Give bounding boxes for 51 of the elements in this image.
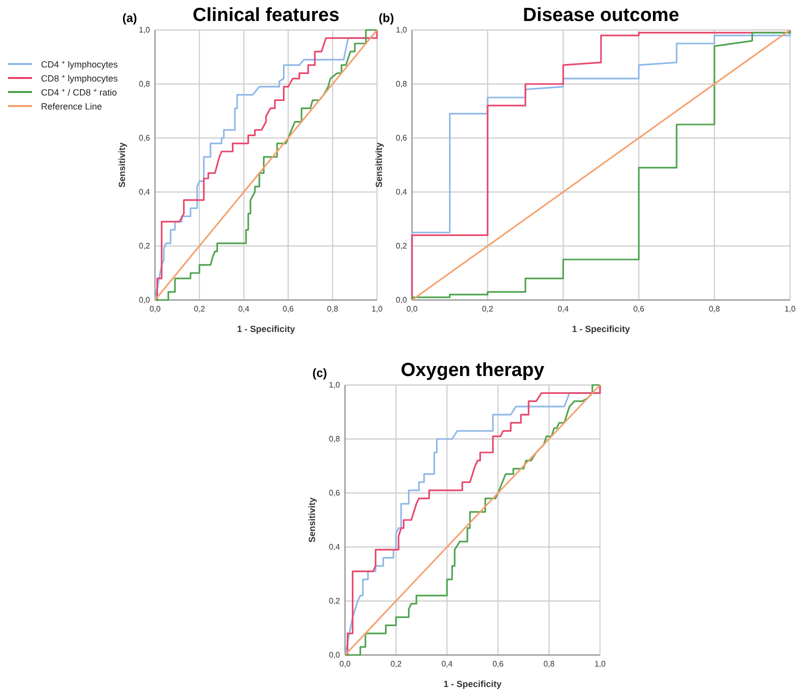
x-tick-label: 0,0 xyxy=(339,660,352,669)
legend-label: CD4 $^{+}$ lymphocytes xyxy=(41,59,118,70)
y-tick-label: 0,0 xyxy=(396,296,408,305)
x-axis-title: 1 - Specificity xyxy=(443,679,502,689)
x-tick-label: 0,0 xyxy=(149,304,162,314)
x-tick-label: 1,0 xyxy=(784,304,796,314)
y-tick-label: 0,2 xyxy=(396,242,408,251)
x-tick-label: 0,6 xyxy=(633,304,645,314)
y-axis-title: Sensitivity xyxy=(374,142,384,188)
y-tick-label: 0,0 xyxy=(138,296,151,305)
x-tick-label: 0,8 xyxy=(708,304,721,314)
y-tick-label: 1,0 xyxy=(396,26,408,35)
x-tick-label: 0,8 xyxy=(543,660,556,669)
x-tick-label: 0,0 xyxy=(406,304,418,314)
y-tick-label: 0,2 xyxy=(328,596,341,606)
y-tick-label: 0,8 xyxy=(328,434,341,444)
y-tick-label: 0,6 xyxy=(138,134,151,143)
y-axis-title: Sensitivity xyxy=(117,142,127,188)
legend-label: Reference Line xyxy=(41,102,102,112)
chart-title: Oxygen therapy xyxy=(400,360,545,381)
y-tick-label: 0,0 xyxy=(328,650,341,660)
y-tick-label: 0,6 xyxy=(328,488,341,498)
x-tick-label: 1,0 xyxy=(371,304,384,314)
x-axis-title: 1 - Specificity xyxy=(572,324,630,334)
y-tick-label: 0,4 xyxy=(396,188,408,197)
chart-title: Clinical features xyxy=(192,5,340,26)
x-tick-label: 0,2 xyxy=(194,304,206,314)
x-tick-label: 0,4 xyxy=(558,304,570,314)
y-tick-label: 0,8 xyxy=(138,80,151,89)
y-tick-label: 0,4 xyxy=(138,188,151,197)
legend-label: CD4 $^{+}$ / CD8 $^{+}$ ratio xyxy=(41,87,117,98)
x-tick-label: 0,4 xyxy=(441,660,454,669)
y-tick-label: 1,0 xyxy=(328,380,341,390)
y-tick-label: 1,0 xyxy=(138,26,151,35)
text: (a) xyxy=(122,11,137,25)
text: (c) xyxy=(312,366,327,380)
y-tick-label: 0,4 xyxy=(328,542,341,552)
y-tick-label: 0,8 xyxy=(396,80,408,89)
text: (b) xyxy=(378,11,394,25)
x-tick-label: 0,6 xyxy=(492,660,504,669)
chart-title: Disease outcome xyxy=(522,5,680,26)
x-axis-title: 1 - Specificity xyxy=(236,324,296,334)
x-tick-label: 0,2 xyxy=(482,304,494,314)
x-tick-label: 0,4 xyxy=(238,304,250,314)
y-axis-title: Sensitivity xyxy=(307,497,317,543)
x-tick-label: 0,6 xyxy=(282,304,294,314)
y-tick-label: 0,2 xyxy=(138,242,151,251)
x-tick-label: 1,0 xyxy=(594,660,606,669)
y-tick-label: 0,6 xyxy=(396,134,408,143)
line-series xyxy=(344,384,601,656)
legend-label: CD8 $^{+}$ lymphocytes xyxy=(41,73,118,84)
